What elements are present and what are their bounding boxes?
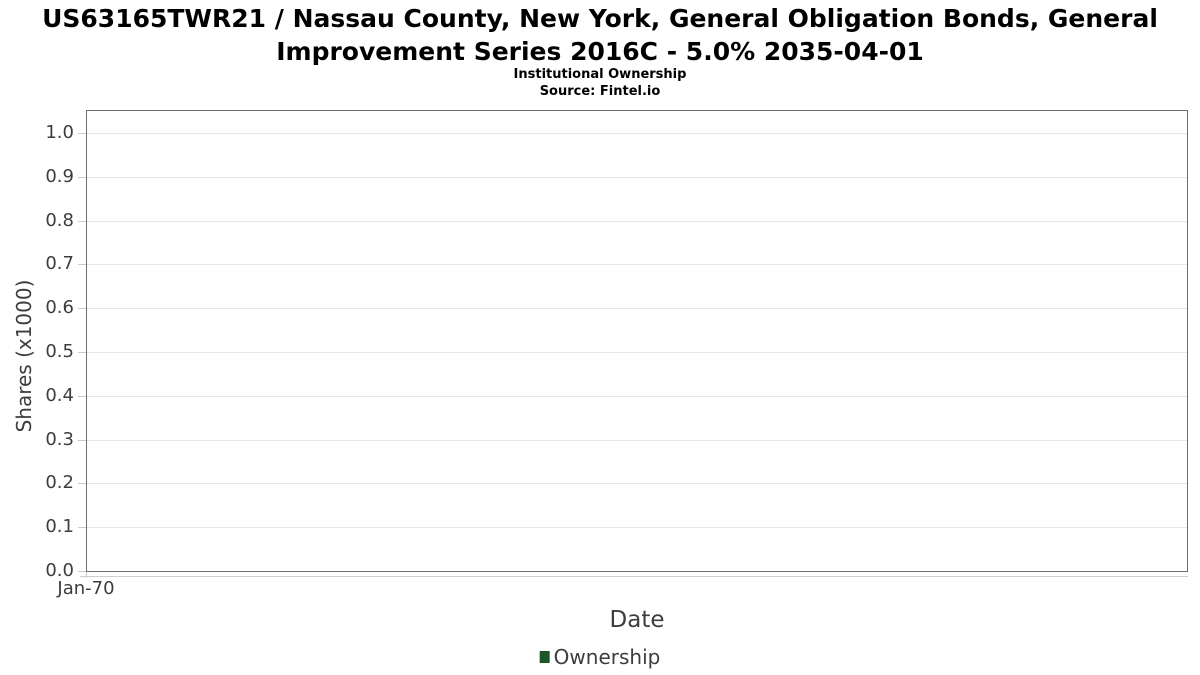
- y-axis-tick-mark: [78, 527, 86, 528]
- y-axis-tick-label: 0.4: [45, 385, 74, 406]
- y-axis-tick-mark: [78, 308, 86, 309]
- y-axis-tick-mark: [78, 177, 86, 178]
- y-axis-tick-mark: [78, 396, 86, 397]
- legend-marker-icon: [539, 651, 550, 663]
- y-axis-tick-mark: [78, 133, 86, 134]
- x-axis-line: [80, 576, 1188, 577]
- gridline: [87, 264, 1187, 265]
- gridline: [87, 352, 1187, 353]
- y-axis-tick-label: 0.1: [45, 516, 74, 537]
- y-axis-tick-mark: [78, 264, 86, 265]
- y-axis-tick-label: 0.6: [45, 297, 74, 318]
- gridline: [87, 527, 1187, 528]
- y-axis-tick-label: 0.9: [45, 166, 74, 187]
- y-axis-tick-mark: [78, 221, 86, 222]
- y-axis-tick-label: 0.0: [45, 560, 74, 581]
- chart-title-line1: US63165TWR21 / Nassau County, New York, …: [42, 4, 1158, 33]
- y-axis-tick-mark: [78, 571, 86, 572]
- gridline: [87, 440, 1187, 441]
- gridline: [87, 177, 1187, 178]
- y-axis-tick-mark: [78, 483, 86, 484]
- gridline: [87, 396, 1187, 397]
- y-axis-tick-label: 0.7: [45, 253, 74, 274]
- y-axis-tick-mark: [78, 352, 86, 353]
- chart-source-credit: Source: Fintel.io: [539, 84, 661, 99]
- legend-item-ownership[interactable]: Ownership: [539, 645, 661, 669]
- y-axis-tick-label: 0.8: [45, 210, 74, 231]
- legend-label: Ownership: [553, 645, 661, 669]
- y-axis-tick-label: 0.5: [45, 341, 74, 362]
- gridline: [87, 133, 1187, 134]
- chart-subtitle: Institutional Ownership: [513, 67, 687, 82]
- gridline: [87, 483, 1187, 484]
- x-axis-title: Date: [609, 607, 665, 633]
- plot-area: [86, 110, 1188, 572]
- gridline: [87, 221, 1187, 222]
- y-axis-tick-label: 0.2: [45, 472, 74, 493]
- chart-title: US63165TWR21 / Nassau County, New York, …: [0, 2, 1200, 68]
- y-axis-tick-label: 1.0: [45, 122, 74, 143]
- x-axis-tick-mark: [86, 572, 87, 578]
- y-axis-tick-label: 0.3: [45, 429, 74, 450]
- y-axis-tick-mark: [78, 440, 86, 441]
- x-axis-tick-label: Jan-70: [57, 578, 115, 599]
- gridline: [87, 308, 1187, 309]
- chart-title-line2: Improvement Series 2016C - 5.0% 2035-04-…: [276, 37, 924, 66]
